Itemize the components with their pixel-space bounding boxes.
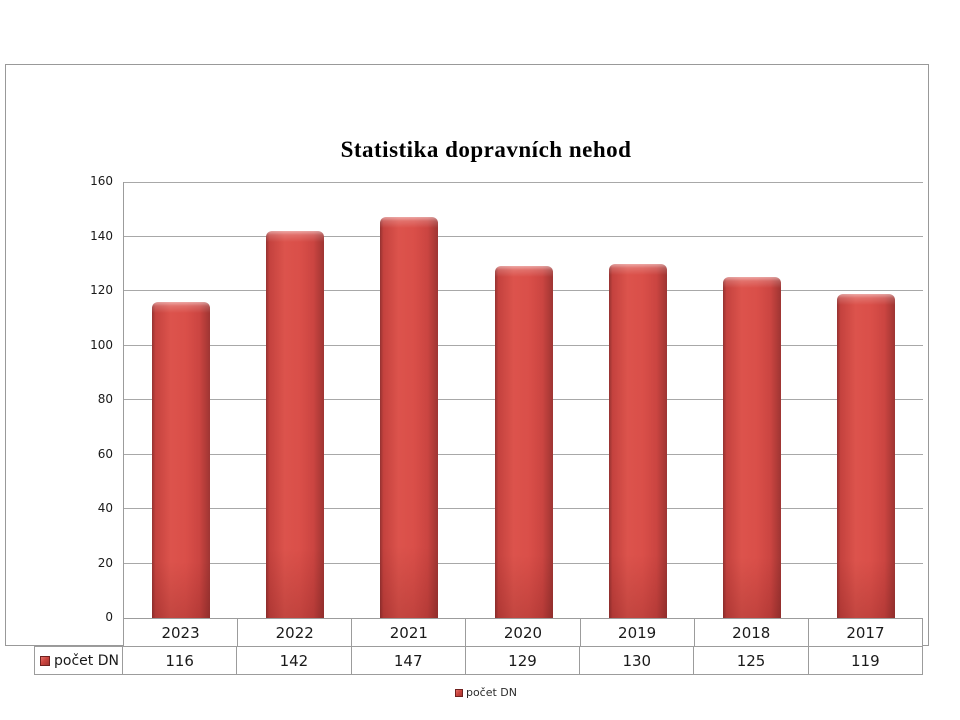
category-cell-2021: 2021 [352,619,467,646]
gridline-160 [124,182,923,183]
series-color-swatch-icon [40,655,50,666]
bar-2021 [380,217,439,618]
category-cell-2022: 2022 [238,619,353,646]
value-cell-2019: 130 [580,647,695,674]
category-cell-2023: 2023 [124,619,239,646]
y-tick-label-60: 60 [97,446,113,461]
y-tick-label-0: 0 [105,610,113,624]
series-key-cell: počet DN [35,647,123,674]
value-row: počet DN 116 142 147 129 130 125 119 [34,646,923,675]
y-tick-label-120: 120 [90,283,113,297]
y-tick-label-80: 80 [97,392,113,406]
value-cell-2018: 125 [694,647,809,674]
bar-2023 [152,302,211,618]
gridline-140 [124,235,923,237]
legend: počet DN [6,686,960,699]
y-tick-label-160: 160 [90,174,113,188]
category-cell-2018: 2018 [695,619,809,646]
y-tick-label-40: 40 [97,501,113,515]
bar-2022 [266,231,325,618]
y-tick-label-100: 100 [90,337,113,352]
chart-frame: Statistika dopravních nehod 0 20 40 60 80 100… [5,64,929,699]
bar-2018 [722,277,781,618]
value-cell-2023: 116 [123,647,238,674]
category-cell-2020: 2020 [466,619,581,646]
bar-2019 [608,264,667,618]
legend-color-swatch-icon [454,688,463,697]
plot-area [123,182,923,618]
value-cell-2021: 147 [352,647,466,674]
category-row: 2023 2022 2021 2020 2019 2018 2017 [123,618,923,647]
series-key-label: počet DN [54,652,119,669]
value-cell-2017: 119 [851,651,880,670]
bar-2020 [494,266,553,618]
y-axis: 0 20 40 60 80 100 120 140 160 [61,174,113,624]
value-cell-2020: 129 [466,647,581,674]
category-cell-2019: 2019 [581,619,695,646]
chart-title: Statistika dopravních nehod [340,137,632,162]
category-cell-2017: 2017 [846,623,885,642]
value-cell-2022: 142 [237,647,352,674]
y-tick-label-140: 140 [90,228,113,243]
bar-2017 [836,294,895,618]
y-tick-label-20: 20 [97,555,113,570]
legend-label: počet DN [465,686,518,699]
